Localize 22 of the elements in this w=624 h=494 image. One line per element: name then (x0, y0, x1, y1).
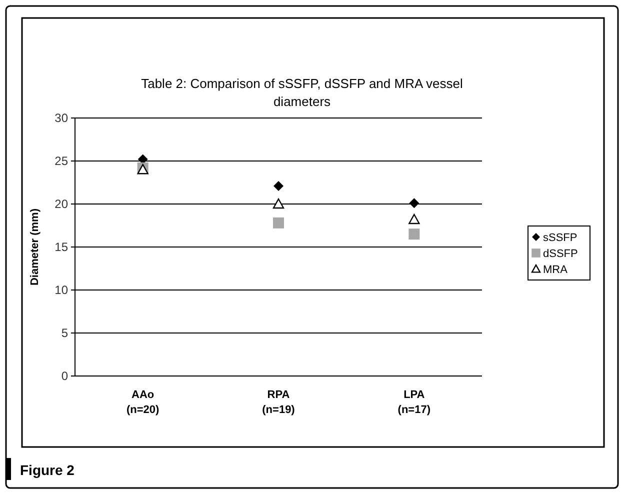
point (409, 198, 420, 208)
point (408, 214, 420, 224)
point (273, 217, 284, 228)
y-tick-label: 5 (61, 326, 68, 340)
legend-label: sSSFP (543, 232, 578, 244)
y-axis-title: Diameter (mm) (29, 208, 41, 286)
y-tick-label: 10 (54, 283, 68, 298)
legend-label: dSSFP (543, 248, 578, 260)
x-tick-label: RPA (n=19) (262, 389, 296, 416)
legend-label: MRA (543, 264, 568, 276)
x-tick-label: LPA (n=17) (398, 389, 431, 416)
caption: Figure 2 (20, 462, 75, 478)
x-tick-label: AAo (n=20) (126, 389, 160, 416)
y-tick-label: 25 (54, 154, 68, 168)
y-tick-label: 15 (54, 240, 68, 254)
chart-title: Table 2: Comparison of sSSFP, dSSFP and MRA vessel diameters (141, 76, 463, 109)
point (272, 198, 284, 209)
point (408, 228, 420, 240)
point (274, 180, 284, 191)
y-tick-label: 20 (54, 197, 68, 212)
y-tick-label: 0 (61, 369, 68, 384)
y-tick-label: 30 (54, 111, 68, 126)
